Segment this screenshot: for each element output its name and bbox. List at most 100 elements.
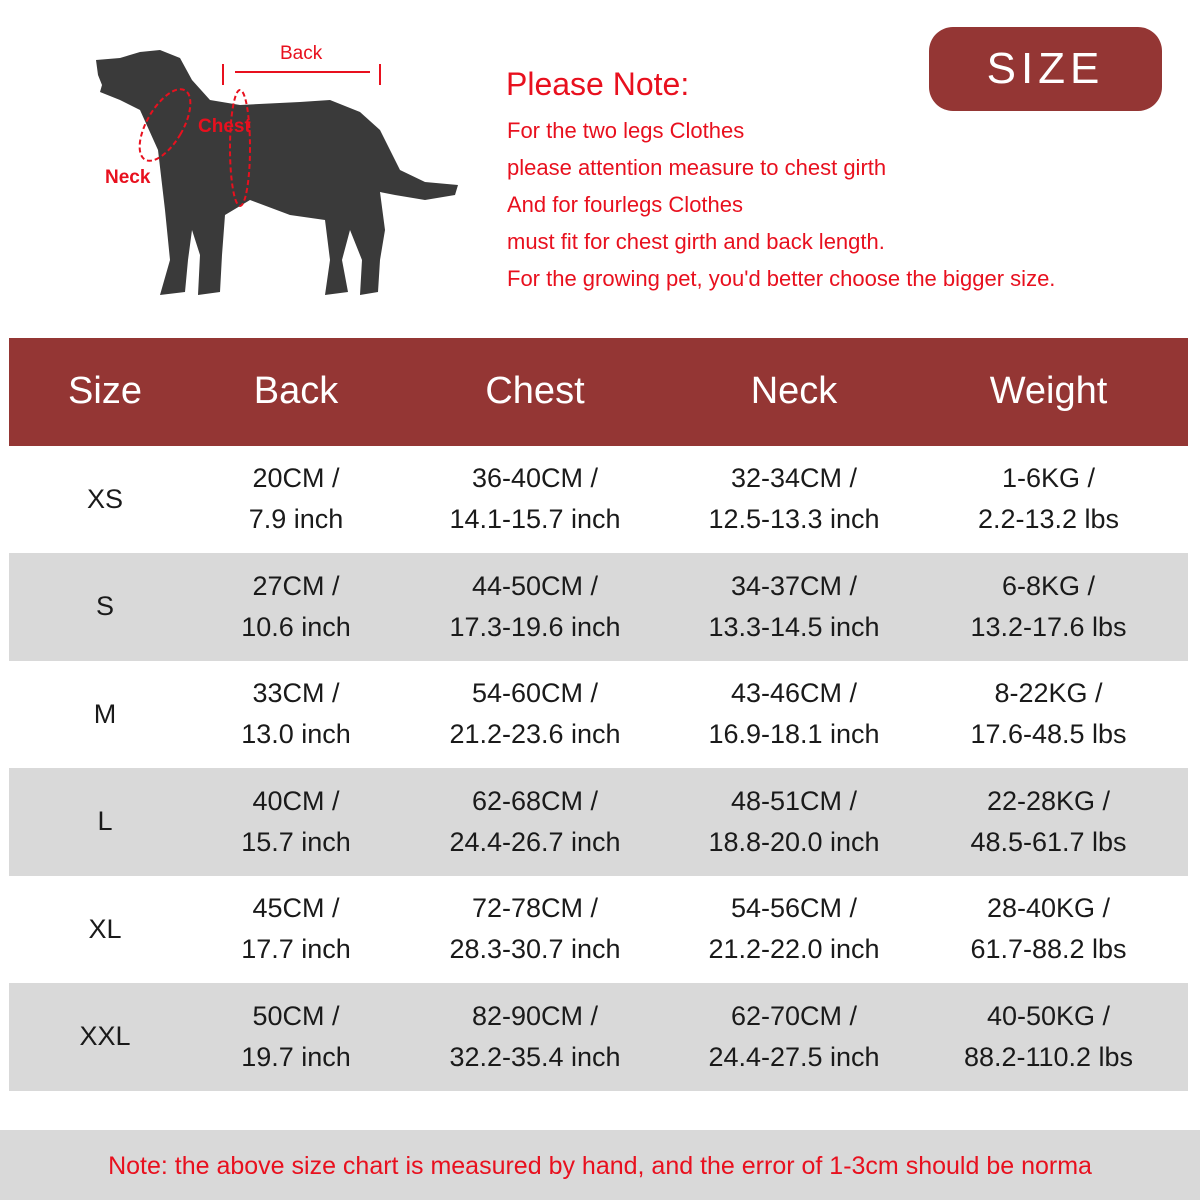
chest-label: Chest [198, 116, 251, 137]
cell-size: XL [88, 913, 122, 944]
cell-neck: 62-70CM / 24.4-27.5 inch [679, 996, 909, 1078]
cell-weight-inch: 88.2-110.2 lbs [963, 1041, 1134, 1072]
table-row: XS 20CM /7.9 inch 36-40CM /14.1-15.7 inch 3… [9, 446, 1188, 554]
cell-chest-inch: 21.2-23.6 inch [449, 719, 621, 750]
cell-neck-cm: 43-46CM / [730, 678, 858, 709]
cell-chest: 54-60CM / 21.2-23.6 inch [391, 673, 679, 755]
cell-weight-cm: 22-28KG / [986, 785, 1111, 816]
table-row: S 27CM / 10.6 inch 44-50CM / 17.3-19.6 inch 3… [9, 553, 1188, 661]
header-neck: Neck [750, 370, 838, 413]
cell-back-inch: 19.7 inch [241, 1041, 351, 1072]
note-title: Please Note: [506, 66, 690, 102]
cell-back-inch: 7.9 inch [248, 504, 344, 535]
table-row: L 40CM / 15.7 inch 62-68CM / 24.4-26.7 inch 4… [9, 768, 1188, 876]
table-row: XL 45CM / 17.7 inch 72-78CM / 28.3-30.7 inch… [9, 876, 1188, 984]
cell-neck-cm: 62-70CM / [730, 1000, 858, 1031]
dog-silhouette-icon [96, 50, 458, 295]
cell-weight-inch: 48.5-61.7 lbs [970, 826, 1127, 857]
note-line: please attention measure to chest girth [507, 155, 887, 180]
cell-weight: 1-6KG / 2.2-13.2 lbs [909, 458, 1188, 540]
cell-chest: 62-68CM / 24.4-26.7 inch [391, 781, 679, 863]
cell-weight-inch: 17.6-48.5 lbs [970, 719, 1127, 750]
cell-neck: 54-56CM / 21.2-22.0 inch [679, 888, 909, 970]
cell-back-cm: 50CM / [252, 1000, 340, 1031]
cell-neck-cm: 32-34CM / [730, 463, 858, 494]
cell-chest-cm: 72-78CM / [471, 893, 599, 924]
cell-weight: 8-22KG / 17.6-48.5 lbs [909, 673, 1188, 755]
cell-size: XS [86, 483, 124, 514]
cell-chest: 36-40CM / 14.1-15.7 inch [391, 458, 679, 540]
cell-back-cm: 27CM / [252, 570, 340, 601]
cell-back-cm: 33CM / [252, 678, 340, 709]
cell-chest: 72-78CM / 28.3-30.7 inch [391, 888, 679, 970]
cell-weight-cm: 40-50KG / [986, 1000, 1111, 1031]
cell-back-cm: 40CM / [252, 785, 340, 816]
cell-size: XXL [79, 1021, 131, 1052]
cell-back: 45CM / 17.7 inch [201, 888, 391, 970]
cell-weight: 6-8KG / 13.2-17.6 lbs [909, 566, 1188, 648]
cell-neck-inch: 13.3-14.5 inch [708, 611, 880, 642]
cell-back-inch: 13.0 inch [241, 719, 351, 750]
cell-neck-inch: 21.2-22.0 inch [708, 934, 880, 965]
cell-back-cm: 20CM / [252, 463, 340, 494]
cell-back: 27CM / 10.6 inch [201, 566, 391, 648]
neck-label: Neck [105, 167, 151, 188]
cell-chest-cm: 54-60CM / [471, 678, 599, 709]
note-lines: For the two legs Clothes please attentio… [507, 118, 1055, 303]
header-weight: Weight [989, 370, 1108, 413]
cell-chest: 44-50CM / 17.3-19.6 inch [391, 566, 679, 648]
note-line: For the growing pet, you'd better choose… [507, 266, 1056, 291]
cell-weight-inch: 2.2-13.2 lbs [977, 504, 1120, 535]
cell-chest-inch: 17.3-19.6 inch [449, 611, 621, 642]
cell-back-inch: 17.7 inch [241, 934, 351, 965]
cell-neck-inch: 18.8-20.0 inch [708, 826, 880, 857]
cell-size: M [93, 698, 117, 729]
cell-chest-cm: 62-68CM / [471, 785, 599, 816]
cell-neck: 48-51CM / 18.8-20.0 inch [679, 781, 909, 863]
cell-weight: 22-28KG / 48.5-61.7 lbs [909, 781, 1188, 863]
cell-chest-inch: 28.3-30.7 inch [449, 934, 621, 965]
cell-weight: 28-40KG / 61.7-88.2 lbs [909, 888, 1188, 970]
cell-chest-cm: 36-40CM / [471, 463, 599, 494]
cell-back-cm: 45CM / [252, 893, 340, 924]
cell-chest-inch: 24.4-26.7 inch [449, 826, 621, 857]
cell-neck-cm: 34-37CM / [730, 570, 858, 601]
cell-weight-cm: 1-6KG / [1001, 463, 1096, 494]
size-table: Size Back Chest Neck Weight XS 20CM / 7.9 … [9, 338, 1188, 1091]
table-row: M 33CM / 13.0 inch 54-60CM / 21.2-23.6 inch 4… [9, 661, 1188, 769]
cell-back: 33CM / 13.0 inch [201, 673, 391, 755]
note-line: must fit for chest girth and back length… [507, 229, 885, 254]
cell-size: L [97, 806, 113, 837]
cell-weight: 40-50KG / 88.2-110.2 lbs [909, 996, 1188, 1078]
cell-back-inch: 15.7 inch [241, 826, 351, 857]
back-label: Back [280, 43, 323, 64]
cell-weight-inch: 13.2-17.6 lbs [970, 611, 1127, 642]
cell-weight-cm: 6-8KG / [1001, 570, 1096, 601]
cell-chest-cm: 82-90CM / [471, 1000, 599, 1031]
footer-note: Note: the above size chart is measured b… [0, 1130, 1200, 1200]
cell-neck-cm: 54-56CM / [730, 893, 858, 924]
cell-neck-inch: 12.5-13.3 inch [708, 504, 880, 535]
table-header: Size Back Chest Neck Weight [9, 338, 1188, 446]
cell-chest-inch: 32.2-35.4 inch [449, 1041, 621, 1072]
cell-chest-inch: 14.1-15.7 inch [449, 504, 621, 535]
dog-measurement-diagram: Back Chest Neck [80, 30, 480, 310]
cell-neck: 32-34CM / 12.5-13.3 inch [679, 458, 909, 540]
cell-chest: 82-90CM / 32.2-35.4 inch [391, 996, 679, 1078]
header-size: Size [68, 370, 142, 413]
cell-back-inch: 10.6 inch [241, 611, 351, 642]
cell-weight-inch: 61.7-88.2 lbs [970, 934, 1127, 965]
cell-neck-cm: 48-51CM / [730, 785, 858, 816]
note-line: For the two legs Clothes [507, 118, 745, 143]
cell-neck: 43-46CM / 16.9-18.1 inch [679, 673, 909, 755]
note-line: And for fourlegs Clothes [507, 192, 744, 217]
cell-weight-cm: 28-40KG / [986, 893, 1111, 924]
cell-chest-cm: 44-50CM / [471, 570, 599, 601]
cell-size: S [95, 591, 114, 622]
cell-back: 50CM / 19.7 inch [201, 996, 391, 1078]
cell-weight-cm: 8-22KG / [994, 678, 1103, 709]
cell-neck-inch: 24.4-27.5 inch [708, 1041, 880, 1072]
header-back: Back [253, 370, 339, 413]
cell-back: 40CM / 15.7 inch [201, 781, 391, 863]
header-chest: Chest [485, 370, 585, 413]
